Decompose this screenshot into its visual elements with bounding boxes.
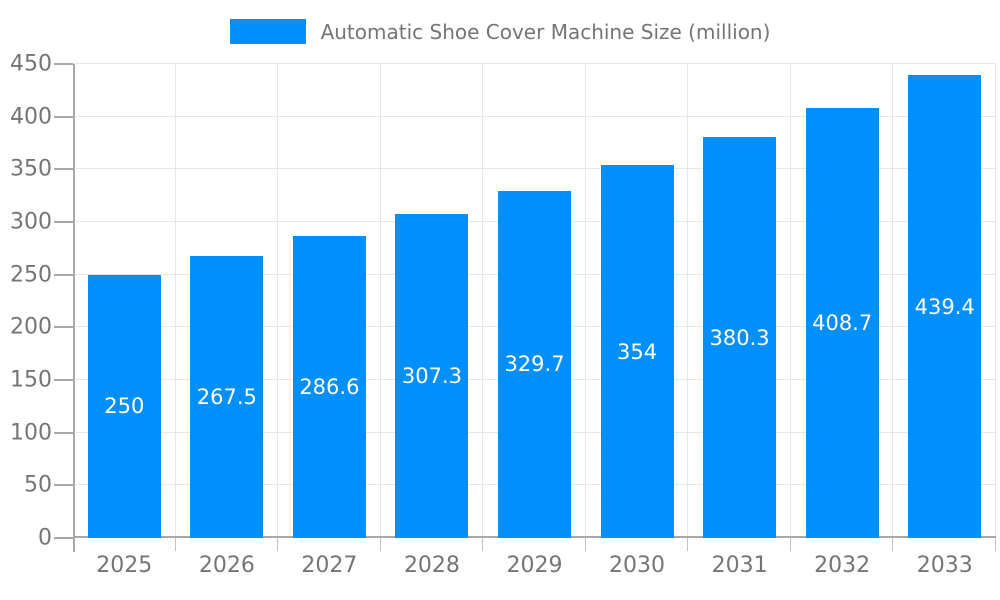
y-axis-tick [54, 484, 73, 487]
y-axis-tick [54, 220, 73, 223]
y-axis-tick [54, 431, 73, 434]
bar[interactable]: 267.5 [190, 256, 264, 538]
y-axis-tick-label: 300 [10, 209, 52, 235]
x-axis-tick [584, 538, 586, 551]
y-axis-tick [54, 378, 73, 381]
vertical-gridline [277, 64, 279, 538]
y-axis-tick-label: 450 [10, 51, 52, 77]
y-axis-tick [54, 537, 73, 539]
y-axis-tick [54, 326, 73, 329]
x-axis-tick [789, 538, 791, 551]
y-axis-tick-label: 150 [10, 367, 52, 393]
bar-value-label: 286.6 [299, 375, 360, 400]
y-axis-tick [54, 168, 73, 171]
vertical-gridline [174, 64, 176, 538]
vertical-gridline [789, 64, 791, 538]
legend[interactable]: Automatic Shoe Cover Machine Size (milli… [0, 19, 1000, 44]
y-axis-tick-label: 100 [10, 420, 52, 446]
horizontal-gridline [73, 63, 996, 64]
x-axis-tick [687, 538, 689, 551]
y-axis-tick-label: 0 [38, 525, 52, 551]
x-axis-tick-label: 2028 [403, 553, 460, 578]
x-axis-tick-label: 2025 [96, 553, 153, 578]
x-axis-tick-label: 2033 [916, 553, 973, 578]
x-axis-tick [995, 538, 996, 551]
vertical-gridline [995, 64, 996, 538]
y-axis-tick-label: 400 [10, 104, 52, 130]
bar[interactable]: 250 [87, 274, 161, 538]
vertical-gridline [687, 64, 689, 538]
legend-label: Automatic Shoe Cover Machine Size (milli… [320, 19, 771, 44]
x-axis-tick-label: 2027 [301, 553, 358, 578]
vertical-gridline [379, 64, 381, 538]
bar-value-label: 354 [617, 339, 658, 364]
x-axis-tick [174, 538, 176, 551]
bar[interactable]: 439.4 [908, 75, 982, 538]
x-axis-tick-label: 2030 [609, 553, 666, 578]
x-axis-tick [482, 538, 484, 551]
bar-value-label: 250 [104, 394, 145, 419]
x-axis-tick-label: 2032 [814, 553, 871, 578]
x-axis-tick-label: 2029 [506, 553, 563, 578]
bar[interactable]: 329.7 [498, 190, 571, 538]
vertical-gridline [584, 64, 586, 538]
bar[interactable]: 307.3 [395, 214, 469, 538]
y-axis-tick [54, 115, 73, 118]
y-axis-tick [54, 63, 73, 65]
horizontal-gridline [73, 168, 996, 170]
x-axis-tick-label: 2026 [198, 553, 255, 578]
x-axis-tick [277, 538, 279, 551]
bar[interactable]: 286.6 [292, 236, 366, 538]
y-axis-tick [54, 273, 73, 276]
bar-value-label: 267.5 [196, 385, 257, 410]
bar[interactable]: 380.3 [703, 137, 777, 538]
vertical-gridline [892, 64, 894, 538]
bar-value-label: 439.4 [914, 294, 975, 319]
y-axis-tick-label: 200 [10, 314, 52, 340]
y-axis-tick-label: 250 [10, 262, 52, 288]
y-axis-tick-label: 50 [24, 472, 52, 498]
x-axis-tick-label: 2031 [711, 553, 768, 578]
bar-value-label: 380.3 [709, 325, 770, 350]
bar-value-label: 329.7 [504, 352, 565, 377]
bar[interactable]: 354 [600, 165, 674, 538]
bar[interactable]: 408.7 [805, 107, 879, 538]
y-axis-line [73, 64, 75, 552]
legend-swatch [229, 19, 306, 44]
bar-value-label: 408.7 [812, 310, 873, 335]
y-axis-tick-label: 350 [10, 156, 52, 182]
x-axis-tick [892, 538, 894, 551]
bar-value-label: 307.3 [401, 364, 462, 389]
x-axis-tick [379, 538, 381, 551]
plot-area: 0 50 100 150 200 250 300 350 400 450 250 2025 267.5 2… [10, 52, 996, 578]
horizontal-gridline [73, 115, 996, 117]
vertical-gridline [482, 64, 484, 538]
